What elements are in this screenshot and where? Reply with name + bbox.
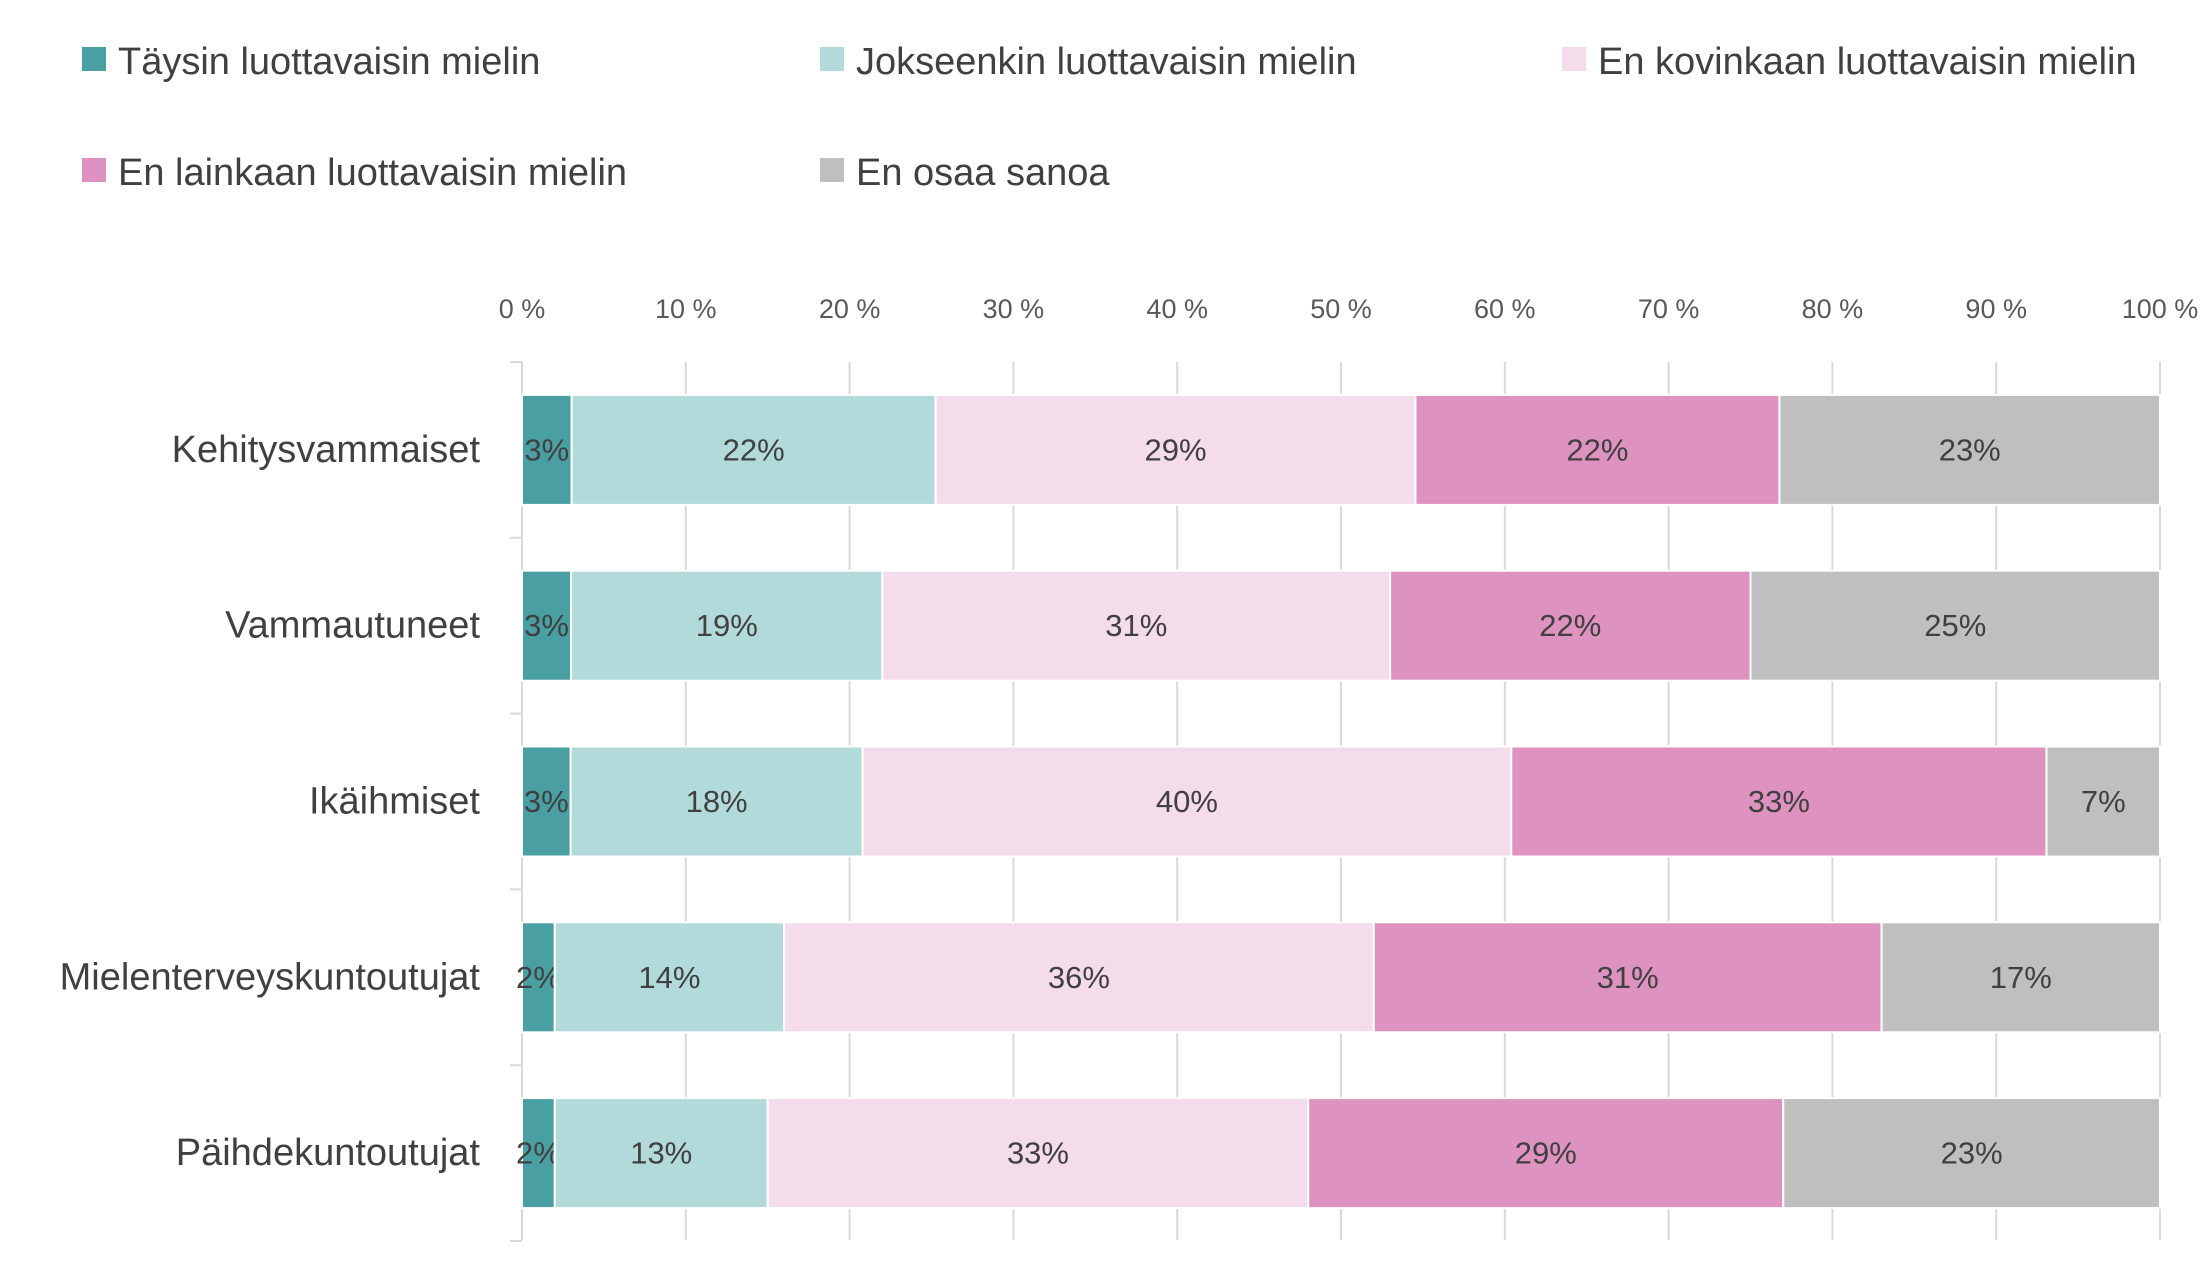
bar-segment — [1778, 393, 2162, 506]
category-label: Vammautuneet — [225, 605, 480, 647]
bar-segment — [783, 921, 1375, 1034]
data-label: 3% — [524, 432, 569, 467]
data-label: 23% — [1941, 1136, 2003, 1171]
bar-segment — [553, 1097, 769, 1210]
x-tick-label: 50 % — [1310, 294, 1372, 324]
x-tick-label: 40 % — [1146, 294, 1208, 324]
bar-segment — [553, 921, 786, 1034]
data-label: 33% — [1007, 1136, 1069, 1171]
bar-segment — [1880, 921, 2162, 1034]
x-tick-label: 80 % — [1802, 294, 1864, 324]
x-tick-label: 90 % — [1965, 294, 2027, 324]
bar-segment — [1749, 569, 2161, 682]
data-label: 31% — [1597, 960, 1659, 995]
x-tick-label: 60 % — [1474, 294, 1536, 324]
bar-segment — [1372, 921, 1883, 1034]
x-tick-label: 30 % — [983, 294, 1045, 324]
data-label: 3% — [524, 784, 569, 819]
data-label: 33% — [1748, 784, 1810, 819]
legend-label: En lainkaan luottavaisin mielin — [118, 152, 627, 194]
category-label: Mielenterveyskuntoutujat — [60, 956, 481, 998]
data-label: 31% — [1105, 608, 1167, 643]
x-tick-label: 70 % — [1638, 294, 1700, 324]
x-tick-label: 0 % — [499, 294, 546, 324]
data-label: 29% — [1145, 432, 1207, 467]
bar-segment — [1414, 393, 1781, 506]
category-label: Ikäihmiset — [309, 781, 480, 823]
data-label: 22% — [1539, 608, 1601, 643]
bar-segment — [934, 393, 1417, 506]
bars: 3% 22% 29% 22% 23% 3% 19% 31% 22% 25% 3% 18% 40% 33% 7… — [516, 393, 2162, 1210]
category-label: Kehitysvammaiset — [172, 429, 481, 471]
data-label: 17% — [1990, 960, 2052, 995]
bar-segment — [521, 1097, 556, 1210]
data-label: 18% — [686, 784, 748, 819]
bar-segment — [766, 1097, 1310, 1210]
x-tick-label: 100 % — [2122, 294, 2199, 324]
data-label: 3% — [524, 608, 569, 643]
legend: Täysin luottavaisin mielin Jokseenkin luo… — [82, 41, 2137, 194]
data-label: 2% — [516, 1136, 561, 1171]
data-label: 7% — [2081, 784, 2126, 819]
data-label: 2% — [516, 960, 561, 995]
legend-swatch — [82, 158, 106, 182]
x-tick-label: 10 % — [655, 294, 717, 324]
data-label: 40% — [1156, 784, 1218, 819]
bar-segment — [881, 569, 1392, 682]
bar-segment — [521, 569, 573, 682]
legend-swatch — [82, 47, 106, 71]
bar-segment — [1307, 1097, 1785, 1210]
bar-segment — [570, 569, 884, 682]
data-label: 23% — [1939, 432, 2001, 467]
data-label: 19% — [696, 608, 758, 643]
legend-swatch — [1562, 47, 1586, 71]
bar-segment — [2045, 745, 2161, 858]
data-label: 25% — [1924, 608, 1986, 643]
bar-segment — [1510, 745, 2048, 858]
bar-segment — [521, 921, 556, 1034]
bar-segment — [569, 745, 864, 858]
data-label: 36% — [1048, 960, 1110, 995]
bar-segment — [1782, 1097, 2161, 1210]
data-label: 22% — [723, 432, 785, 467]
data-label: 22% — [1566, 432, 1628, 467]
data-label: 29% — [1515, 1136, 1577, 1171]
category-labels: Kehitysvammaiset Vammautuneet Ikäihmiset Mi… — [60, 429, 481, 1174]
legend-label: En kovinkaan luottavaisin mielin — [1598, 41, 2137, 83]
legend-label: Jokseenkin luottavaisin mielin — [856, 41, 1357, 83]
data-label: 13% — [630, 1136, 692, 1171]
legend-label: Täysin luottavaisin mielin — [118, 41, 540, 83]
bar-segment — [861, 745, 1513, 858]
category-label: Päihdekuntoutujat — [176, 1132, 481, 1174]
data-label: 14% — [638, 960, 700, 995]
x-tick-label: 20 % — [819, 294, 881, 324]
legend-label: En osaa sanoa — [856, 152, 1110, 194]
legend-swatch — [820, 47, 844, 71]
x-axis-tick-labels: 0 % 10 % 20 % 30 % 40 % 50 % 60 % 70 % 80 % 90 % 1… — [499, 294, 2199, 324]
bar-segment — [570, 393, 937, 506]
legend-swatch — [820, 158, 844, 182]
